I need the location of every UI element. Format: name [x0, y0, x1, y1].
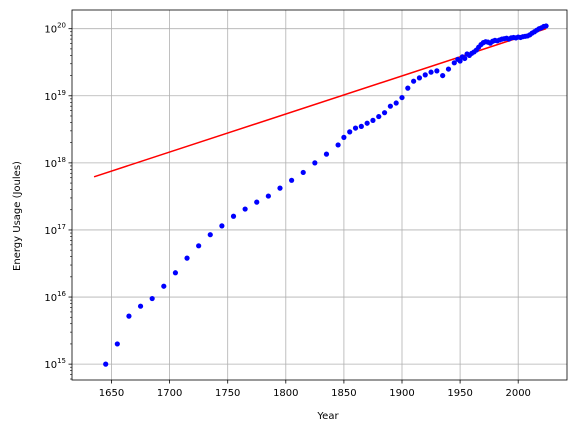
data-point [376, 113, 382, 120]
data-point [126, 313, 132, 319]
data-point [207, 232, 213, 238]
plot-series [93, 23, 549, 367]
x-tick-label: 1900 [389, 388, 414, 399]
data-point [323, 151, 330, 157]
data-point [434, 68, 440, 74]
data-point [300, 169, 306, 176]
data-point [445, 66, 452, 72]
data-point [422, 72, 428, 78]
x-tick-label: 1700 [157, 388, 182, 399]
data-point [428, 69, 434, 75]
data-point [196, 243, 202, 249]
data-point [219, 223, 225, 229]
data-point [312, 160, 318, 166]
y-tick-label: 1015 [44, 357, 66, 371]
data-point [364, 120, 370, 126]
y-tick-label: 1019 [44, 89, 66, 103]
x-tick-label: 2000 [505, 388, 530, 399]
data-point [393, 100, 399, 106]
data-point [277, 185, 283, 191]
data-point [399, 94, 405, 101]
plot-frame [71, 9, 568, 381]
y-tick-label: 1016 [44, 290, 66, 304]
data-point [387, 103, 393, 109]
data-point [457, 58, 463, 64]
data-point [149, 295, 155, 302]
x-tick-label: 1850 [331, 388, 356, 399]
data-point [161, 283, 167, 289]
data-point [405, 85, 411, 91]
data-point [103, 361, 109, 367]
data-point [341, 134, 347, 140]
data-point [347, 129, 353, 135]
data-point [440, 72, 446, 79]
data-point [114, 341, 120, 347]
x-axis: 1650 1700 1750 1800 1850 1900 1950 2000 [99, 380, 531, 399]
y-tick-label: 1017 [44, 223, 66, 237]
data-point [230, 213, 237, 219]
data-point [416, 75, 423, 81]
data-point [411, 78, 417, 84]
x-tick-label: 1750 [215, 388, 240, 399]
data-point [335, 142, 341, 148]
data-point [370, 117, 376, 123]
data-point [352, 125, 359, 131]
y-tick-label: 1020 [44, 22, 66, 36]
x-tick-label: 1650 [99, 388, 124, 399]
data-point [462, 55, 468, 62]
grid-lines [72, 10, 567, 380]
data-point [254, 199, 260, 205]
data-point [242, 206, 248, 212]
x-axis-label: Year [316, 411, 339, 422]
data-point [172, 270, 179, 276]
data-point [289, 177, 295, 183]
data-point [265, 193, 271, 199]
x-tick-label: 1950 [447, 388, 472, 399]
y-tick-label: 1018 [44, 156, 66, 170]
y-axis-label: Energy Usage (Joules) [12, 161, 23, 271]
data-point [543, 23, 549, 29]
y-axis: 1015 1016 1017 1018 1019 1020 [44, 22, 72, 380]
x-tick-label: 1800 [273, 388, 298, 399]
data-point [381, 110, 388, 116]
data-point [358, 123, 364, 129]
data-point [137, 303, 144, 309]
data-point [451, 60, 457, 66]
data-point [184, 255, 190, 261]
